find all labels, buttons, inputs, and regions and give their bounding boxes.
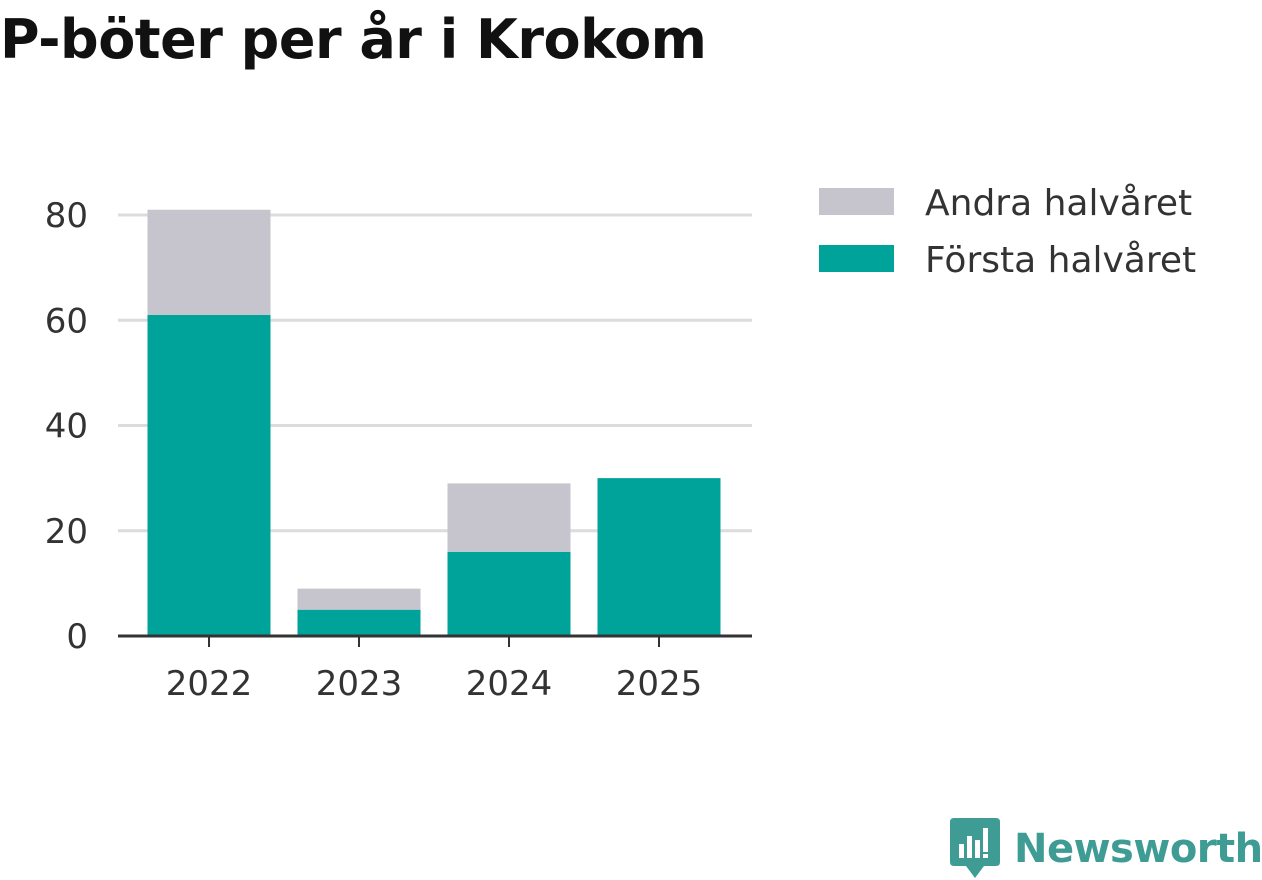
chart-title: P-böter per år i Krokom — [0, 8, 707, 71]
bar-segment — [447, 551, 571, 636]
brand-logo: Newsworthy — [950, 818, 1262, 880]
x-tick-label: 2025 — [616, 664, 703, 704]
y-tick-label: 40 — [45, 407, 88, 447]
y-tick-label: 20 — [45, 512, 88, 552]
y-tick-label: 60 — [45, 301, 88, 341]
legend: Andra halvåret Första halvåret — [819, 183, 1196, 281]
bar-segment — [447, 483, 571, 552]
y-tick-label: 0 — [66, 617, 88, 657]
bar-segment — [597, 478, 721, 636]
bar-segment — [297, 588, 421, 610]
y-tick-label: 80 — [45, 196, 88, 236]
x-tick-label: 2023 — [316, 664, 403, 704]
legend-label: Första halvåret — [925, 240, 1196, 281]
legend-swatch — [819, 245, 894, 272]
bar-segment — [297, 609, 421, 636]
x-tick-label: 2024 — [466, 664, 553, 704]
bars — [147, 209, 721, 636]
legend-swatch — [819, 188, 894, 215]
legend-label: Andra halvåret — [925, 183, 1192, 224]
bar-segment — [147, 209, 271, 315]
bar-segment — [147, 314, 271, 636]
newsworthy-logo-icon — [950, 818, 1000, 878]
brand-name: Newsworthy — [1014, 826, 1262, 872]
axes: 0 20 40 60 80 2022 2023 2024 2025 — [45, 196, 752, 704]
x-tick-label: 2022 — [166, 664, 253, 704]
